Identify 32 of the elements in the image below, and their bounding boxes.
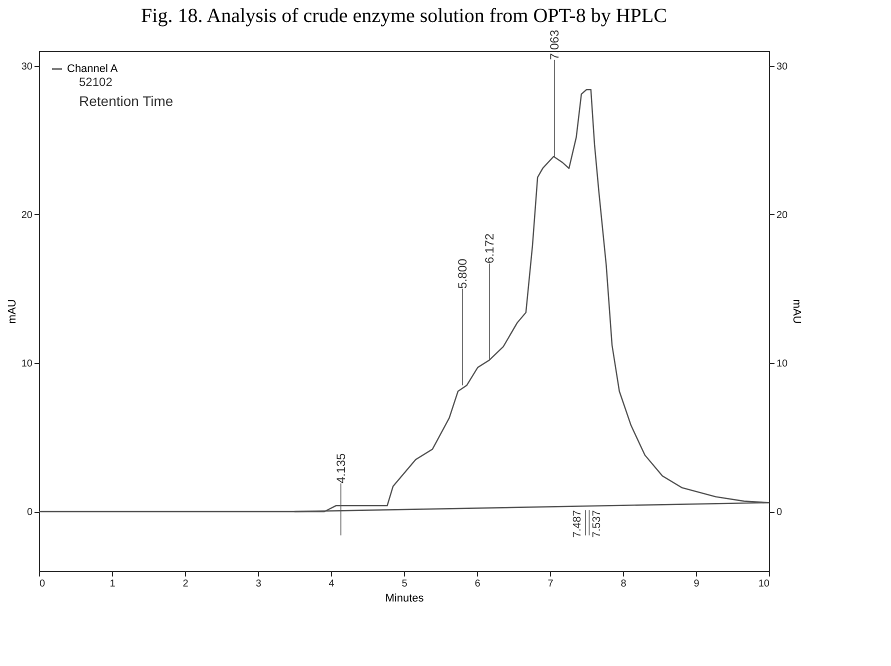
y2-axis-title: mAU: [790, 299, 803, 324]
x-axis-title: Minutes: [385, 592, 424, 604]
y-tick-label: 30: [21, 61, 33, 72]
annotation: 4.135: [334, 452, 348, 484]
annotation: 7.487: [572, 510, 584, 538]
y-tick-label: 20: [21, 210, 33, 221]
x-tick-label: 0: [40, 578, 46, 590]
annotation: Retention Time: [79, 93, 174, 109]
annotation: 7.537: [591, 510, 604, 538]
annotation: 52102: [79, 75, 113, 89]
x-tick-label: 3: [256, 578, 262, 590]
x-tick-label: 9: [694, 578, 700, 590]
y2-tick-label: 0: [776, 507, 782, 518]
legend-label: Channel A: [67, 63, 118, 75]
y-axis-title: mAU: [6, 299, 18, 324]
chart-title: Fig. 18. Analysis of crude enzyme solution from OPT-8 by HPLC: [141, 4, 667, 27]
y-tick-label: 0: [26, 507, 33, 518]
x-tick-label: 10: [758, 578, 770, 590]
x-tick-label: 6: [474, 578, 481, 590]
x-tick-label: 8: [620, 578, 627, 590]
y2-tick-label: 20: [776, 210, 788, 221]
x-tick-label: 1: [110, 578, 116, 590]
annotation: 5.800: [455, 258, 470, 289]
annotation: 7.063: [548, 30, 562, 60]
x-tick-label: 5: [402, 578, 408, 590]
annotation: 6.172: [482, 233, 497, 264]
x-tick-label: 4: [328, 578, 335, 590]
x-tick-label: 7: [548, 578, 554, 590]
y-tick-label: 10: [21, 358, 33, 370]
y2-tick-label: 10: [776, 358, 788, 370]
x-tick-label: 2: [182, 578, 189, 590]
y2-tick-label: 30: [776, 61, 788, 72]
